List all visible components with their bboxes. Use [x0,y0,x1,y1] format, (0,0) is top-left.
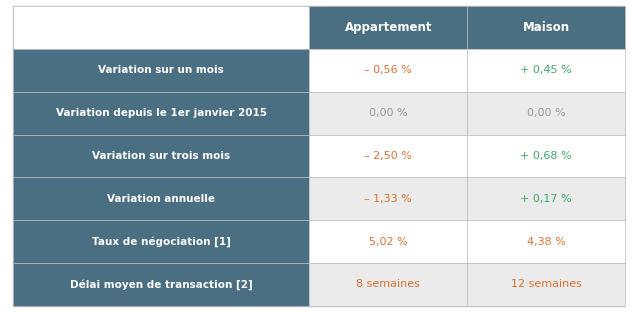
Text: 8 semaines: 8 semaines [356,279,420,289]
Bar [13,134,310,178]
Bar [310,178,467,220]
Bar [13,220,310,263]
Bar [310,92,467,134]
Text: + 0,45 %: + 0,45 % [520,66,572,76]
Text: Délai moyen de transaction [2]: Délai moyen de transaction [2] [69,279,252,290]
Text: Variation depuis le 1er janvier 2015: Variation depuis le 1er janvier 2015 [55,108,266,118]
Bar [13,6,310,49]
Text: – 0,56 %: – 0,56 % [364,66,412,76]
Text: + 0,17 %: + 0,17 % [520,194,572,204]
Text: Appartement: Appartement [345,21,432,34]
Bar [310,6,467,49]
Bar [13,178,310,220]
Text: 12 semaines: 12 semaines [510,279,582,289]
Text: + 0,68 %: + 0,68 % [520,151,572,161]
Bar [13,263,310,306]
Text: Variation sur trois mois: Variation sur trois mois [92,151,230,161]
Text: Maison: Maison [522,21,569,34]
Bar [13,92,310,134]
Bar [310,220,467,263]
Bar [467,49,625,92]
Text: 0,00 %: 0,00 % [527,108,565,118]
Bar [310,49,467,92]
Bar [310,134,467,178]
Bar [467,134,625,178]
Text: Variation sur un mois: Variation sur un mois [98,66,224,76]
Text: 0,00 %: 0,00 % [369,108,408,118]
Bar [467,220,625,263]
Text: Variation annuelle: Variation annuelle [107,194,215,204]
Text: – 2,50 %: – 2,50 % [364,151,412,161]
Bar [467,263,625,306]
Bar [13,49,310,92]
Text: Taux de négociation [1]: Taux de négociation [1] [92,236,231,247]
Bar [467,92,625,134]
Bar [467,178,625,220]
Bar [467,6,625,49]
Text: 4,38 %: 4,38 % [527,236,566,246]
Text: – 1,33 %: – 1,33 % [364,194,412,204]
Bar [310,263,467,306]
Text: 5,02 %: 5,02 % [369,236,408,246]
